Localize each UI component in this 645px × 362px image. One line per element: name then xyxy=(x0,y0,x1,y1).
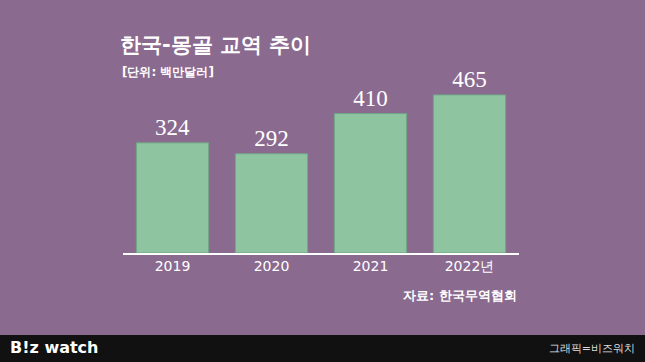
svg-text:자료: 한국무역협회: 자료: 한국무역협회 xyxy=(403,288,517,303)
svg-text:2022년: 2022년 xyxy=(445,258,495,274)
html-text:그래픽=비즈워치: 그래픽=비즈워치 xyxy=(548,342,635,355)
svg-text:2020: 2020 xyxy=(254,258,290,274)
svg-text:465: 465 xyxy=(452,67,487,92)
svg-text:324: 324 xyxy=(155,115,190,140)
svg-text:292: 292 xyxy=(254,126,289,151)
svg-text:한국-몽골 교역 추이: 한국-몽골 교역 추이 xyxy=(120,33,311,57)
svg-text:410: 410 xyxy=(353,86,388,111)
svg-text:[단위: 백만달러]: [단위: 백만달러] xyxy=(122,65,214,79)
svg-text:2021: 2021 xyxy=(353,258,389,274)
html-text:B!z watch: B!z watch xyxy=(10,338,99,357)
svg-text:2019: 2019 xyxy=(155,258,191,274)
